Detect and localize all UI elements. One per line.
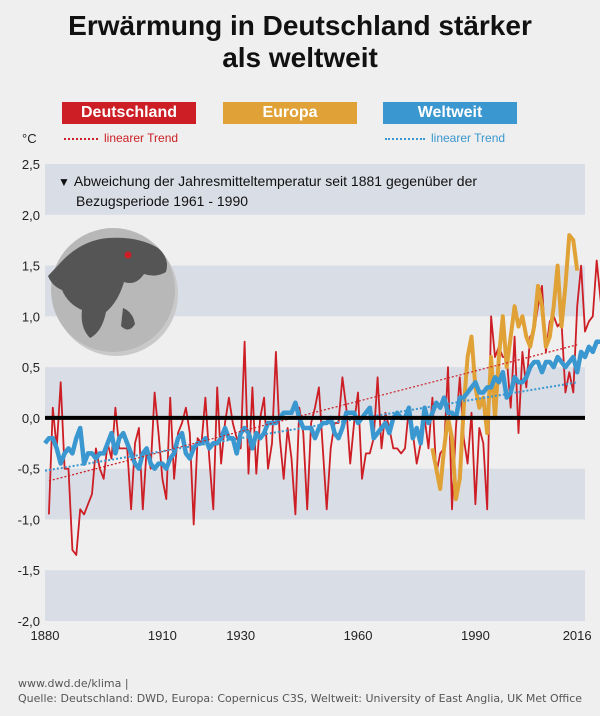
series-europa-line	[430, 233, 580, 502]
y-tick-label: 1,0	[22, 309, 40, 324]
grid-band	[45, 164, 585, 215]
trend-dots-world	[385, 137, 425, 140]
legend-trend-weltweit: linearer Trend	[385, 131, 505, 145]
triangle-down-icon: ▼	[58, 175, 70, 189]
legend-deutschland: Deutschland	[62, 102, 196, 124]
source-credit: www.dwd.de/klima | Quelle: Deutschland: …	[18, 676, 582, 706]
trend-line-deutschland	[48, 344, 578, 482]
grid-band	[45, 570, 585, 621]
y-tick-label: -1,5	[18, 563, 40, 578]
chart-annotation: ▼ Abweichung der Jahresmitteltemperatur s…	[58, 172, 477, 211]
legend-weltweit: Weltweit	[383, 102, 517, 124]
y-tick-label: -1,0	[18, 512, 40, 527]
x-tick-label: 2016	[563, 628, 592, 643]
title-line-2: als weltweit	[222, 42, 378, 73]
title-line-1: Erwärmung in Deutschland stärker	[68, 10, 532, 41]
grid-band	[45, 468, 585, 520]
x-tick-label: 1990	[461, 628, 490, 643]
x-tick-label: 1930	[226, 628, 255, 643]
x-tick-label: 1960	[344, 628, 373, 643]
y-tick-label: 2,0	[22, 208, 40, 223]
source-line-1: www.dwd.de/klima |	[18, 677, 129, 690]
trend-label-de: linearer Trend	[104, 131, 179, 145]
globe-europe-icon	[48, 228, 178, 356]
trend-label-world: linearer Trend	[431, 131, 506, 145]
legend-trend-deutschland: linearer Trend	[64, 131, 178, 145]
trend-line-weltweit	[44, 381, 578, 472]
annotation-line-1: Abweichung der Jahresmitteltemperatur se…	[73, 173, 478, 189]
annotation-line-2: Bezugsperiode 1961 - 1990	[76, 193, 249, 209]
chart-title: Erwärmung in Deutschland stärker als wel…	[0, 10, 600, 74]
y-tick-label: 1,5	[22, 259, 40, 274]
series-weltweit-line	[43, 339, 600, 471]
y-tick-label: -2,0	[18, 614, 40, 629]
y-axis-unit: °C	[22, 131, 37, 146]
y-tick-label: -0,5	[18, 462, 40, 477]
y-tick-label: 0,5	[22, 360, 40, 375]
x-tick-label: 1910	[148, 628, 177, 643]
legend-europa: Europa	[223, 102, 357, 124]
source-line-2: Quelle: Deutschland: DWD, Europa: Copern…	[18, 692, 583, 705]
trend-dots-de	[64, 137, 98, 140]
x-tick-label: 1880	[31, 628, 60, 643]
series-deutschland-line	[48, 259, 600, 556]
y-tick-label: 2,5	[22, 157, 40, 172]
y-tick-label: 0,0	[22, 411, 40, 426]
